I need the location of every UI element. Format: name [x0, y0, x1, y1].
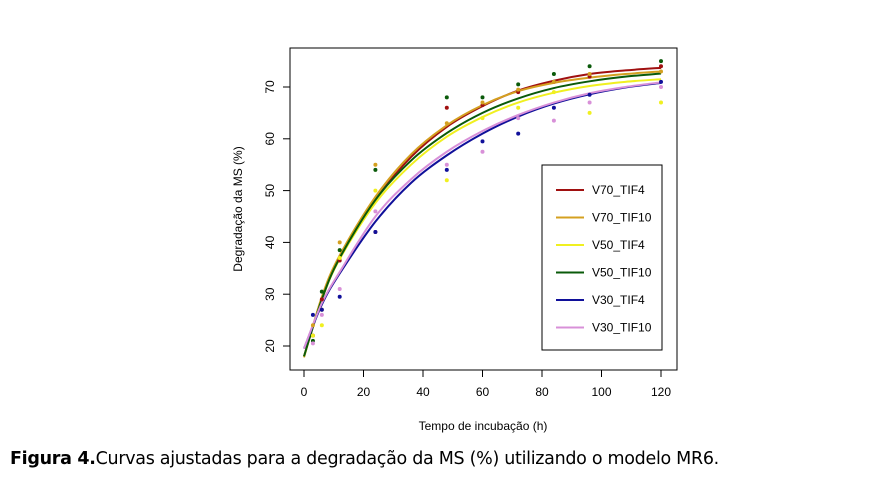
data-point [659, 100, 663, 105]
legend-label: V70_TIF10 [592, 211, 652, 225]
data-point [587, 64, 592, 69]
data-point [310, 312, 315, 317]
legend: V70_TIF4 V70_TIF10 V50_TIF4 V50_TIF10 V30_TI… [541, 164, 663, 351]
data-point [373, 230, 378, 235]
data-point [551, 72, 556, 77]
data-point [373, 167, 378, 172]
data-point [444, 95, 449, 100]
data-point [373, 188, 378, 193]
data-point [310, 333, 315, 338]
data-point [516, 116, 521, 121]
data-point [480, 100, 485, 105]
legend-label: V30_TIF10 [592, 321, 652, 335]
legend-box [541, 164, 663, 351]
x-tick-label: 40 [416, 385, 430, 399]
data-point [551, 105, 556, 110]
data-point [659, 64, 663, 69]
y-tick-label: 20 [263, 339, 277, 353]
data-point [659, 69, 663, 74]
data-point [516, 131, 521, 136]
data-point [373, 162, 378, 167]
data-point [337, 294, 342, 299]
data-point [337, 287, 342, 292]
y-axis-label: Degradação da MS (%) [231, 146, 245, 271]
caption-label: Figura 4. [10, 449, 96, 469]
legend-label: V50_TIF4 [592, 238, 645, 252]
data-point [587, 72, 592, 77]
figure-caption: Figura 4.Curvas ajustadas para a degrada… [10, 449, 719, 469]
plot-frame [289, 47, 678, 371]
data-point [373, 209, 378, 214]
y-tick-label: 30 [263, 287, 277, 301]
data-point [337, 248, 342, 253]
data-point [480, 95, 485, 100]
data-point [587, 100, 592, 105]
legend-label: V30_TIF4 [592, 293, 645, 307]
y-tick-label: 50 [263, 184, 277, 198]
y-tick-label: 70 [263, 80, 277, 94]
data-point [337, 255, 342, 260]
data-point [587, 110, 592, 115]
y-tick-label: 60 [263, 132, 277, 146]
legend-label: V50_TIF10 [592, 266, 652, 280]
x-tick-label: 80 [535, 385, 549, 399]
data-point [551, 118, 556, 123]
data-point [319, 312, 324, 317]
data-point [444, 121, 449, 126]
series-line-v30_tif10 [303, 81, 662, 349]
data-point [551, 79, 556, 84]
data-point [659, 59, 663, 64]
data-point [319, 297, 324, 302]
x-tick-label: 100 [591, 385, 611, 399]
x-tick-label: 120 [651, 385, 671, 399]
data-point [480, 139, 485, 144]
data-point [516, 87, 521, 92]
data-point [659, 85, 663, 89]
legend-label: V70_TIF4 [592, 183, 645, 197]
data-point [551, 90, 556, 95]
data-point [516, 105, 521, 110]
x-tick-label: 0 [301, 385, 308, 399]
data-point [319, 323, 324, 328]
data-point [587, 92, 592, 97]
data-point [310, 323, 315, 328]
x-axis-label: Tempo de incubação (h) [419, 419, 548, 433]
data-point [444, 105, 449, 110]
data-point [444, 178, 449, 183]
data-point [444, 167, 449, 172]
x-tick-label: 60 [476, 385, 490, 399]
data-point [319, 307, 324, 312]
caption-text: Curvas ajustadas para a degradação da MS… [95, 449, 720, 469]
y-tick-label: 40 [263, 235, 277, 249]
data-point [480, 149, 485, 154]
x-tick-label: 20 [357, 385, 371, 399]
data-point [319, 289, 324, 294]
data-point [444, 162, 449, 167]
data-point [337, 240, 342, 245]
data-point [480, 116, 485, 121]
data-point [310, 341, 315, 346]
data-point [516, 82, 521, 87]
data-point [659, 79, 663, 84]
